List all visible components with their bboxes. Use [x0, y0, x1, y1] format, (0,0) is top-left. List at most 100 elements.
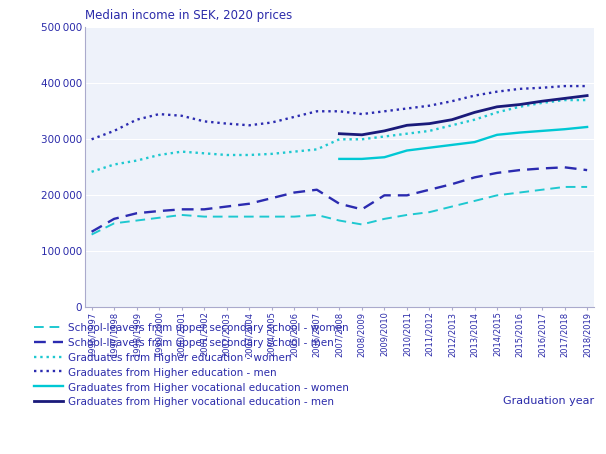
- School-leavers from upper secondary school - men: [336, 201, 343, 207]
- School-leavers from upper secondary school - women: [493, 192, 501, 198]
- Graduates from Higher education - women: [110, 162, 118, 167]
- Graduates from Higher education - men: [584, 84, 591, 89]
- Graduates from Higher education - women: [426, 128, 433, 133]
- Line: Graduates from Higher education - men: Graduates from Higher education - men: [92, 86, 587, 139]
- School-leavers from upper secondary school - men: [201, 207, 208, 212]
- Graduates from Higher vocational education - women: [381, 154, 388, 160]
- School-leavers from upper secondary school - women: [358, 222, 365, 227]
- School-leavers from upper secondary school - men: [223, 204, 230, 209]
- School-leavers from upper secondary school - women: [223, 214, 230, 219]
- Graduates from Higher education - women: [358, 137, 365, 142]
- Graduates from Higher vocational education - men: [404, 123, 411, 128]
- Graduates from Higher education - women: [561, 97, 568, 103]
- Graduates from Higher vocational education - women: [539, 128, 546, 133]
- Graduates from Higher education - men: [448, 99, 456, 104]
- School-leavers from upper secondary school - women: [404, 212, 411, 217]
- Line: Graduates from Higher vocational education - men: Graduates from Higher vocational educati…: [339, 96, 587, 135]
- Graduates from Higher education - men: [561, 84, 568, 89]
- School-leavers from upper secondary school - women: [133, 218, 140, 223]
- Graduates from Higher education - men: [201, 118, 208, 124]
- Graduates from Higher vocational education - women: [358, 156, 365, 162]
- Graduates from Higher education - women: [493, 110, 501, 115]
- Graduates from Higher education - women: [404, 131, 411, 136]
- School-leavers from upper secondary school - women: [110, 221, 118, 226]
- School-leavers from upper secondary school - men: [426, 187, 433, 192]
- Graduates from Higher education - men: [133, 117, 140, 123]
- School-leavers from upper secondary school - women: [561, 184, 568, 190]
- Graduates from Higher vocational education - men: [381, 128, 388, 133]
- School-leavers from upper secondary school - men: [110, 216, 118, 222]
- School-leavers from upper secondary school - men: [291, 190, 298, 195]
- Graduates from Higher education - men: [313, 109, 321, 114]
- School-leavers from upper secondary school - men: [313, 187, 321, 192]
- Graduates from Higher education - men: [471, 93, 478, 99]
- Graduates from Higher education - women: [223, 152, 230, 158]
- Graduates from Higher vocational education - men: [516, 102, 523, 107]
- Graduates from Higher vocational education - men: [336, 131, 343, 136]
- Legend: School-leavers from upper secondary school - women, School-leavers from upper se: School-leavers from upper secondary scho…: [30, 318, 353, 412]
- Graduates from Higher education - women: [313, 147, 321, 152]
- Graduates from Higher education - women: [201, 151, 208, 156]
- Graduates from Higher education - women: [178, 149, 185, 154]
- School-leavers from upper secondary school - women: [201, 214, 208, 219]
- Graduates from Higher education - women: [448, 123, 456, 128]
- School-leavers from upper secondary school - women: [381, 216, 388, 222]
- Line: School-leavers from upper secondary school - women: School-leavers from upper secondary scho…: [92, 187, 587, 235]
- Graduates from Higher vocational education - men: [358, 132, 365, 138]
- School-leavers from upper secondary school - women: [291, 214, 298, 219]
- School-leavers from upper secondary school - men: [156, 208, 163, 214]
- Graduates from Higher education - men: [268, 120, 275, 125]
- Graduates from Higher vocational education - women: [584, 124, 591, 130]
- Graduates from Higher vocational education - women: [426, 145, 433, 150]
- Graduates from Higher education - women: [133, 158, 140, 163]
- Graduates from Higher vocational education - women: [336, 156, 343, 162]
- Graduates from Higher education - men: [88, 137, 95, 142]
- Graduates from Higher education - men: [426, 103, 433, 109]
- School-leavers from upper secondary school - men: [584, 168, 591, 173]
- School-leavers from upper secondary school - men: [493, 170, 501, 176]
- School-leavers from upper secondary school - men: [539, 166, 546, 171]
- Graduates from Higher education - women: [471, 117, 478, 123]
- Graduates from Higher vocational education - men: [493, 104, 501, 109]
- School-leavers from upper secondary school - women: [245, 214, 253, 219]
- Graduates from Higher education - men: [381, 109, 388, 114]
- Graduates from Higher vocational education - women: [404, 148, 411, 153]
- Graduates from Higher vocational education - men: [426, 121, 433, 126]
- Graduates from Higher vocational education - women: [493, 132, 501, 138]
- Graduates from Higher vocational education - women: [448, 142, 456, 148]
- Text: Median income in SEK, 2020 prices: Median income in SEK, 2020 prices: [85, 9, 292, 22]
- Graduates from Higher education - men: [358, 111, 365, 117]
- School-leavers from upper secondary school - women: [584, 184, 591, 190]
- School-leavers from upper secondary school - men: [133, 211, 140, 216]
- Graduates from Higher education - women: [156, 152, 163, 158]
- Line: School-leavers from upper secondary school - men: School-leavers from upper secondary scho…: [92, 168, 587, 232]
- School-leavers from upper secondary school - women: [178, 212, 185, 217]
- School-leavers from upper secondary school - women: [539, 187, 546, 192]
- School-leavers from upper secondary school - men: [358, 207, 365, 212]
- Graduates from Higher vocational education - men: [584, 93, 591, 99]
- Graduates from Higher education - men: [223, 121, 230, 126]
- Graduates from Higher education - men: [539, 85, 546, 90]
- School-leavers from upper secondary school - women: [426, 209, 433, 215]
- Graduates from Higher education - women: [88, 169, 95, 174]
- Graduates from Higher education - women: [268, 151, 275, 157]
- Graduates from Higher education - men: [110, 128, 118, 133]
- Graduates from Higher education - men: [493, 89, 501, 94]
- Graduates from Higher education - women: [381, 134, 388, 139]
- Graduates from Higher vocational education - men: [539, 99, 546, 104]
- Graduates from Higher education - women: [336, 137, 343, 142]
- School-leavers from upper secondary school - women: [336, 218, 343, 223]
- School-leavers from upper secondary school - women: [471, 198, 478, 204]
- Graduates from Higher education - men: [516, 86, 523, 92]
- Graduates from Higher education - women: [539, 100, 546, 106]
- School-leavers from upper secondary school - women: [313, 212, 321, 217]
- Graduates from Higher education - women: [584, 97, 591, 103]
- Graduates from Higher education - women: [291, 149, 298, 154]
- Graduates from Higher vocational education - men: [448, 117, 456, 123]
- School-leavers from upper secondary school - men: [516, 168, 523, 173]
- School-leavers from upper secondary school - women: [516, 190, 523, 195]
- School-leavers from upper secondary school - women: [448, 204, 456, 209]
- School-leavers from upper secondary school - men: [268, 195, 275, 201]
- Line: Graduates from Higher education - women: Graduates from Higher education - women: [92, 100, 587, 172]
- Graduates from Higher vocational education - women: [471, 139, 478, 145]
